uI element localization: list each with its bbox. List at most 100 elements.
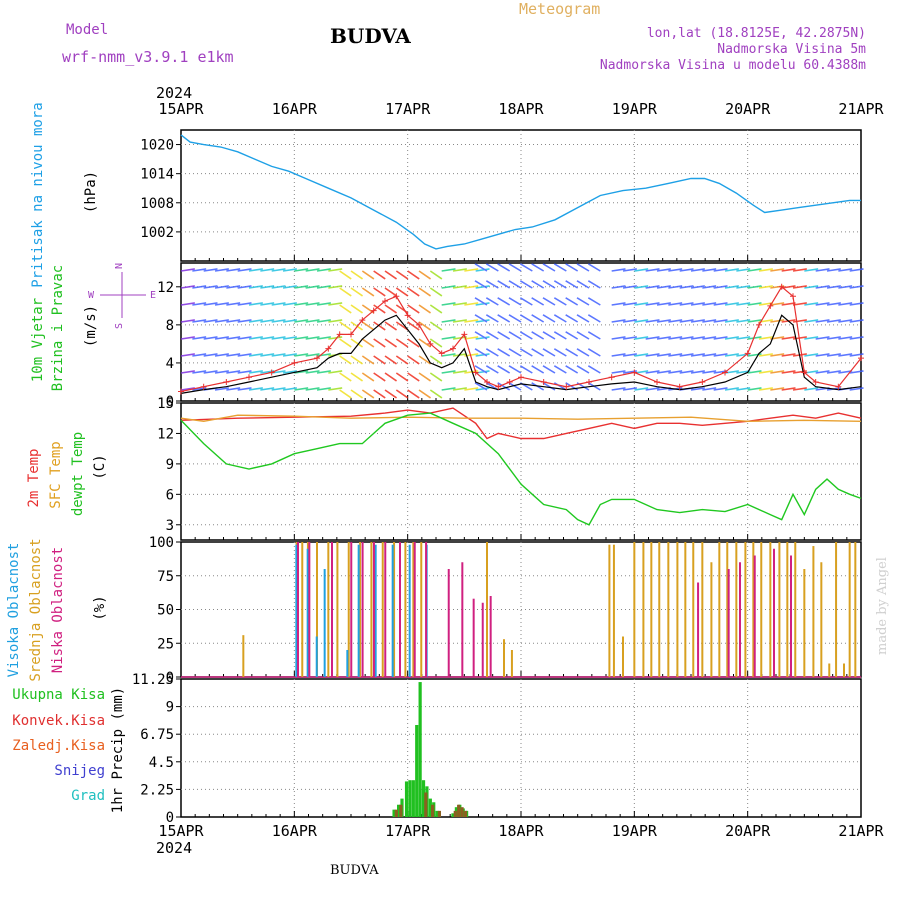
- wind-arrow: [316, 302, 331, 306]
- wind-arrow: [294, 370, 309, 374]
- wind-arrow: [611, 268, 626, 272]
- wind-arrow: [815, 353, 830, 357]
- panel-precip: 0 2.25 4.5 6.75 9 11.25: [132, 672, 862, 826]
- wind-arrow: [248, 319, 263, 323]
- wind-gust-marker: [416, 321, 422, 328]
- mid-cloud-bar: [803, 569, 806, 677]
- wind-arrow: [826, 370, 841, 374]
- wind-arrow: [531, 348, 545, 357]
- low-cloud-bar: [297, 542, 299, 677]
- wind-arrow: [804, 285, 819, 289]
- wind-arrow: [826, 302, 841, 306]
- wind-arrow: [702, 302, 717, 306]
- bottom-time-label: 15APR: [158, 822, 204, 840]
- wind-arrow: [271, 319, 286, 323]
- mid-cloud-bar: [316, 542, 318, 677]
- wind-arrow: [350, 321, 364, 331]
- wind-arrow: [622, 336, 637, 340]
- wind-arrow: [702, 387, 717, 391]
- wind-arrow: [373, 372, 386, 382]
- footer-city: BUDVA: [330, 863, 379, 878]
- mid-cloud-bar: [301, 542, 304, 677]
- wind-arrow: [407, 389, 420, 399]
- wind-arrow: [203, 319, 218, 323]
- precip-convective-bar: [457, 804, 461, 817]
- wind-arrow: [248, 387, 263, 391]
- wind-arrow: [474, 314, 488, 323]
- wind-arrow: [418, 287, 432, 297]
- mid-cloud-bar: [642, 542, 645, 677]
- wind-arrow: [576, 297, 590, 306]
- low-cloud-bar: [773, 548, 775, 677]
- mid-cloud-bar: [420, 542, 423, 677]
- wind-arrow: [611, 387, 626, 391]
- wind-arrow: [656, 336, 671, 340]
- wind-arrow: [656, 319, 671, 323]
- wind-arrow: [713, 285, 728, 289]
- pressure-series-line: [180, 134, 861, 250]
- wind-arrow: [747, 336, 762, 340]
- temperature-ytick-label: 12: [157, 426, 174, 442]
- wind-arrow: [702, 319, 717, 323]
- wind-arrow: [656, 353, 671, 357]
- wind-arrow: [668, 336, 683, 340]
- panel-temperature: 3 6 9 12 15: [157, 396, 862, 541]
- wind-arrow: [180, 353, 195, 357]
- wind-arrow: [395, 270, 409, 280]
- wind-gust-marker: [461, 331, 468, 338]
- wind-arrow: [770, 370, 785, 374]
- pressure-ytick-label: 1008: [140, 196, 174, 212]
- wind-gust-marker: [699, 378, 706, 385]
- wind-arrow: [192, 302, 207, 306]
- wind-gust-marker: [370, 307, 377, 314]
- wind-arrow: [622, 302, 637, 306]
- compass-north: N: [114, 263, 125, 269]
- wind-arrow: [395, 321, 409, 331]
- wind-arrow: [475, 319, 490, 323]
- high-cloud-bar: [323, 569, 326, 677]
- elevation-label: Nadmorska Visina 5m: [717, 42, 866, 57]
- wind-gust-marker: [404, 312, 411, 319]
- wind-arrow: [634, 336, 649, 340]
- wind-arrow: [237, 285, 252, 289]
- wind-arrow: [668, 319, 683, 323]
- wind-arrow: [282, 268, 297, 272]
- wind-arrow: [849, 370, 864, 374]
- wind-arrow: [747, 370, 762, 374]
- wind-arrow: [248, 370, 263, 374]
- wind-arrow: [384, 338, 398, 348]
- wind-arrow: [611, 353, 626, 357]
- wind-arrow: [576, 263, 590, 272]
- wind-arrow: [384, 270, 398, 280]
- wind-arrow: [248, 268, 263, 272]
- mid-cloud-bar: [336, 542, 339, 677]
- wind-gust-marker: [790, 293, 796, 300]
- low-cloud-bar: [399, 542, 401, 677]
- wind-arrow: [781, 302, 796, 306]
- wind-arrow: [587, 348, 601, 357]
- wind-gust-marker: [291, 359, 298, 366]
- wind-arrow: [815, 302, 830, 306]
- wind-arrow: [226, 387, 241, 391]
- compass-south: S: [114, 323, 125, 329]
- wind-arrow: [656, 268, 671, 272]
- wind-arrow: [475, 336, 490, 340]
- precip-ytick-label: 6.75: [140, 727, 174, 743]
- wind-arrow: [679, 319, 694, 323]
- wind-arrow: [192, 268, 207, 272]
- wind-arrow: [622, 353, 637, 357]
- panel-cloud: 0 25 50 75 100: [149, 535, 862, 686]
- wind-arrow: [384, 389, 398, 399]
- wind-arrow: [294, 319, 309, 323]
- wind-arrow: [373, 304, 386, 314]
- wind-gust-marker: [314, 355, 320, 362]
- wind-arrow: [418, 355, 432, 365]
- wind-arrow: [690, 268, 705, 272]
- high-cloud-bar: [374, 544, 377, 677]
- wind-arrow: [226, 319, 241, 323]
- wind-arrow: [645, 387, 660, 391]
- mid-cloud-bar: [633, 542, 636, 677]
- wind-arrow: [553, 331, 567, 340]
- wind-arrow: [429, 338, 443, 348]
- wind-arrow: [758, 353, 773, 357]
